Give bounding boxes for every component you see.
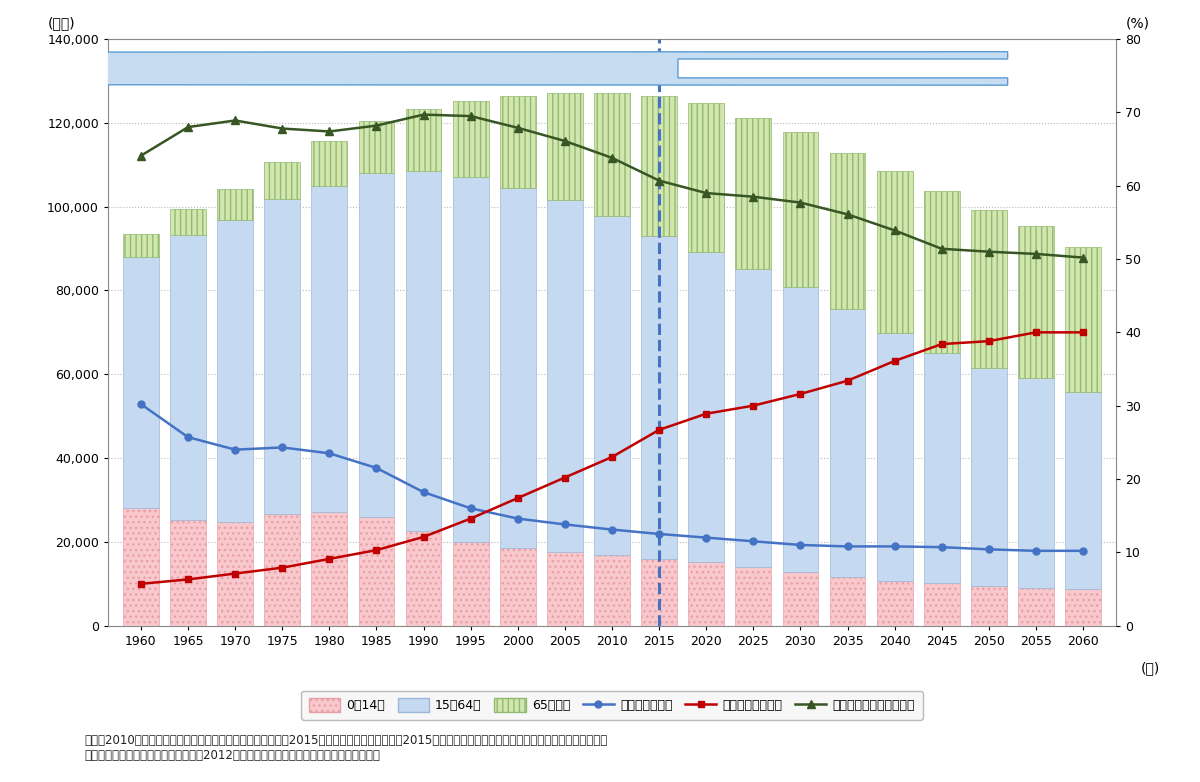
Bar [736, 567, 772, 626]
Bar [1018, 225, 1054, 378]
Bar [217, 522, 253, 626]
Bar [1018, 588, 1054, 626]
Bar [1066, 590, 1100, 626]
Bar [782, 287, 818, 572]
Bar [124, 256, 158, 508]
Bar [500, 188, 535, 548]
Bar [217, 189, 253, 220]
Bar [782, 132, 818, 287]
Bar [971, 210, 1007, 368]
Bar [312, 512, 347, 626]
Bar [924, 583, 960, 626]
Bar [924, 191, 960, 353]
Bar [264, 162, 300, 199]
Bar [689, 103, 724, 253]
Bar [170, 209, 206, 235]
Bar [736, 269, 772, 567]
Bar [877, 333, 912, 581]
Bar [689, 562, 724, 626]
Bar [547, 93, 583, 200]
Bar [406, 532, 442, 626]
Bar [689, 253, 724, 562]
Bar [452, 542, 488, 626]
Bar [500, 548, 535, 626]
Bar [170, 520, 206, 626]
Text: (%): (%) [1126, 16, 1150, 30]
Bar [829, 152, 865, 309]
Bar [594, 555, 630, 626]
Bar [359, 517, 395, 626]
Bar [359, 173, 395, 517]
Bar [594, 216, 630, 555]
Bar [829, 309, 865, 576]
Bar [217, 220, 253, 522]
Bar [877, 171, 912, 333]
Bar [924, 353, 960, 583]
Bar [641, 96, 677, 236]
Bar [264, 199, 300, 514]
Bar [829, 576, 865, 626]
Bar [406, 109, 442, 171]
Bar [452, 101, 488, 178]
Bar [452, 178, 488, 542]
Bar [312, 186, 347, 512]
Legend: 0～14歳, 15～64歳, 65歳以上, 年少率（右軸）, 高齢化率（右軸）, 生産年齢人口率（右軸）: 0～14歳, 15～64歳, 65歳以上, 年少率（右軸）, 高齢化率（右軸）,… [301, 691, 923, 720]
Bar [971, 368, 1007, 586]
Bar [782, 572, 818, 626]
Bar [1066, 247, 1100, 393]
Bar [641, 559, 677, 626]
Bar [1066, 393, 1100, 590]
Bar [500, 95, 535, 188]
Text: 資料）2010年までの値は総務省「国勢調査」「人口推計」、2015年は総務省「人口推計」（2015年１０月１日現在）、推計値は国立社会保障・人口問題
　　　研究: 資料）2010年までの値は総務省「国勢調査」「人口推計」、2015年は総務省「人… [84, 734, 607, 762]
Bar [594, 93, 630, 216]
Bar [124, 508, 158, 626]
Bar [359, 120, 395, 173]
Bar [264, 514, 300, 626]
Bar [641, 236, 677, 559]
Bar [170, 235, 206, 520]
Bar [547, 200, 583, 552]
Bar [1018, 378, 1054, 588]
Bar [124, 234, 158, 256]
Text: (年): (年) [1141, 661, 1160, 675]
Bar [406, 171, 442, 532]
Bar [547, 552, 583, 626]
Text: (千人): (千人) [48, 16, 76, 30]
Bar [312, 141, 347, 186]
Bar [971, 586, 1007, 626]
Bar [877, 581, 912, 626]
Bar [736, 117, 772, 269]
FancyArrow shape [0, 52, 1008, 85]
